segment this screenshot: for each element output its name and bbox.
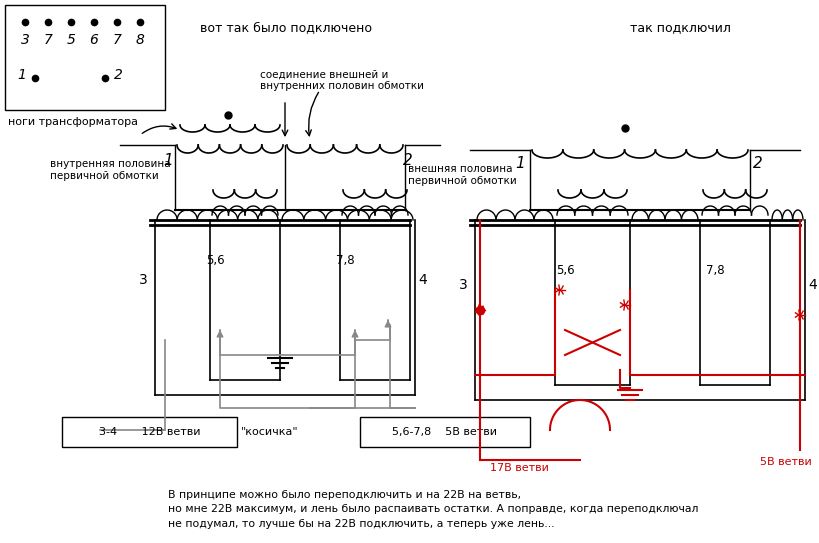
Text: вот так было подключено: вот так было подключено <box>200 22 372 35</box>
Text: 3: 3 <box>139 273 147 287</box>
Text: 6: 6 <box>89 33 98 47</box>
Text: 7,8: 7,8 <box>705 263 723 276</box>
Text: 4: 4 <box>418 273 426 287</box>
Text: внутренняя половина
первичной обмотки: внутренняя половина первичной обмотки <box>50 159 170 181</box>
Text: внешняя половина
первичной обмотки: внешняя половина первичной обмотки <box>408 164 516 186</box>
Text: 7: 7 <box>112 33 121 47</box>
Text: 5,6-7,8    5В ветви: 5,6-7,8 5В ветви <box>392 427 497 437</box>
Text: 2: 2 <box>113 68 122 82</box>
Text: 8: 8 <box>135 33 144 47</box>
Text: 1: 1 <box>163 153 173 167</box>
Text: "косичка": "косичка" <box>241 427 298 437</box>
Text: В принципе можно было переподключить и на 22В на ветвь,
но мне 22В максимум, и л: В принципе можно было переподключить и н… <box>168 490 698 529</box>
Text: 7,8: 7,8 <box>335 254 354 267</box>
Text: 4: 4 <box>807 278 816 292</box>
Text: 3: 3 <box>459 278 468 292</box>
Text: соединение внешней и
внутренних половин обмотки: соединение внешней и внутренних половин … <box>260 69 423 91</box>
Text: 5В ветви: 5В ветви <box>759 457 811 467</box>
Text: 5,6: 5,6 <box>206 254 224 267</box>
Text: 3: 3 <box>20 33 29 47</box>
Text: 7: 7 <box>43 33 52 47</box>
Text: 3-4       12В ветви: 3-4 12В ветви <box>99 427 201 437</box>
Bar <box>62 417 237 447</box>
Text: 1: 1 <box>514 155 524 171</box>
Bar <box>5 5 165 110</box>
Bar <box>360 417 529 447</box>
Text: так подключил: так подключил <box>629 22 730 35</box>
Text: 2: 2 <box>403 153 413 167</box>
Text: ноги трансформатора: ноги трансформатора <box>8 117 138 127</box>
Text: 5: 5 <box>66 33 75 47</box>
Text: 1: 1 <box>17 68 26 82</box>
Text: 5,6: 5,6 <box>555 263 573 276</box>
Text: 2: 2 <box>752 155 762 171</box>
Text: 17В ветви: 17В ветви <box>490 463 548 473</box>
